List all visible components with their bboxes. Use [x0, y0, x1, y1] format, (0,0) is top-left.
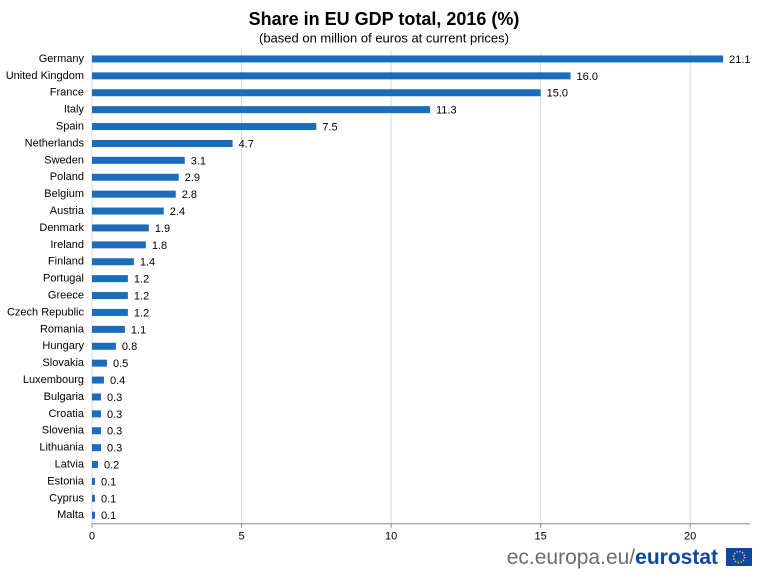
y-tick-label: Ireland — [50, 239, 84, 251]
value-label: 2.4 — [170, 206, 185, 218]
value-label: 1.2 — [134, 307, 149, 319]
value-label: 7.5 — [322, 121, 337, 133]
y-tick-label: Czech Republic — [7, 306, 85, 318]
y-tick-label: Lithuania — [39, 442, 85, 454]
bar — [92, 241, 146, 249]
value-label: 11.3 — [436, 105, 457, 117]
bar — [92, 410, 101, 418]
bar — [92, 89, 541, 97]
chart-title: Share in EU GDP total, 2016 (%) — [249, 9, 520, 29]
bar — [92, 156, 185, 164]
bar — [92, 494, 95, 502]
y-tick-label: Belgium — [44, 188, 84, 200]
value-label: 1.4 — [140, 257, 155, 269]
value-label: 0.5 — [113, 358, 128, 370]
x-tick-label: 10 — [385, 531, 397, 543]
value-label: 1.8 — [152, 240, 167, 252]
chart-subtitle: (based on million of euros at current pr… — [259, 30, 509, 45]
y-tick-label: Hungary — [42, 340, 84, 352]
bar — [92, 325, 125, 333]
y-tick-label: Poland — [50, 171, 84, 183]
bar — [92, 427, 101, 435]
y-tick-label: Germany — [39, 53, 85, 65]
y-tick-label: Slovakia — [42, 357, 84, 369]
bar — [92, 511, 95, 519]
value-label: 0.4 — [110, 375, 125, 387]
bar — [92, 190, 176, 198]
bar — [92, 139, 233, 147]
bar — [92, 207, 164, 215]
y-tick-label: Slovenia — [42, 425, 85, 437]
y-tick-label: Estonia — [47, 475, 85, 487]
eu-flag — [726, 548, 752, 566]
y-tick-label: Sweden — [44, 154, 84, 166]
y-tick-label: Cyprus — [49, 492, 84, 504]
y-tick-label: Denmark — [39, 222, 84, 234]
bar — [92, 106, 430, 114]
y-tick-label: Netherlands — [25, 137, 85, 149]
value-label: 16.0 — [577, 71, 598, 83]
bar — [92, 55, 724, 63]
value-label: 1.2 — [134, 290, 149, 302]
value-label: 0.8 — [122, 341, 137, 353]
y-tick-label: Bulgaria — [44, 391, 85, 403]
footer-brand: eurostat — [635, 546, 718, 569]
bar — [92, 461, 98, 469]
footer-site: ec.europa.eu/ — [507, 546, 636, 569]
bar — [92, 393, 101, 401]
value-label: 0.3 — [107, 426, 122, 438]
value-label: 0.3 — [107, 409, 122, 421]
y-tick-label: Latvia — [55, 458, 85, 470]
value-label: 0.3 — [107, 443, 122, 455]
x-tick-label: 15 — [535, 531, 547, 543]
y-tick-label: Austria — [50, 205, 85, 217]
y-tick-label: Croatia — [49, 408, 85, 420]
bar — [92, 275, 128, 283]
x-tick-label: 5 — [238, 531, 244, 543]
y-tick-label: France — [50, 87, 84, 99]
x-tick-label: 0 — [89, 531, 95, 543]
value-label: 2.8 — [182, 189, 197, 201]
y-tick-label: United Kingdom — [6, 70, 84, 82]
bar — [92, 308, 128, 316]
value-label: 1.1 — [131, 324, 146, 336]
y-tick-label: Spain — [56, 120, 84, 132]
bar — [92, 376, 104, 384]
bar — [92, 359, 107, 367]
bar — [92, 444, 101, 452]
value-label: 0.3 — [107, 392, 122, 404]
value-label: 0.1 — [101, 476, 116, 488]
y-tick-label: Greece — [48, 289, 84, 301]
value-label: 1.9 — [155, 223, 170, 235]
y-tick-label: Malta — [57, 509, 85, 521]
value-label: 0.2 — [104, 459, 119, 471]
footer: ec.europa.eu/eurostat — [507, 546, 718, 569]
x-tick-label: 20 — [684, 531, 696, 543]
bar — [92, 292, 128, 300]
y-tick-label: Luxembourg — [23, 374, 84, 386]
bar — [92, 342, 116, 350]
bar — [92, 258, 134, 266]
value-label: 0.1 — [101, 493, 116, 505]
value-label: 21.1 — [729, 54, 750, 66]
value-label: 4.7 — [239, 138, 254, 150]
y-tick-label: Finland — [48, 256, 84, 268]
bar — [92, 173, 179, 181]
bar — [92, 224, 149, 232]
bar — [92, 477, 95, 485]
value-label: 0.1 — [101, 510, 116, 522]
value-label: 15.0 — [547, 88, 568, 100]
bar — [92, 72, 571, 80]
bar — [92, 123, 317, 131]
value-label: 2.9 — [185, 172, 200, 184]
y-tick-label: Portugal — [43, 273, 84, 285]
y-tick-label: Romania — [40, 323, 85, 335]
value-label: 1.2 — [134, 274, 149, 286]
y-tick-label: Italy — [64, 104, 85, 116]
value-label: 3.1 — [191, 155, 206, 167]
